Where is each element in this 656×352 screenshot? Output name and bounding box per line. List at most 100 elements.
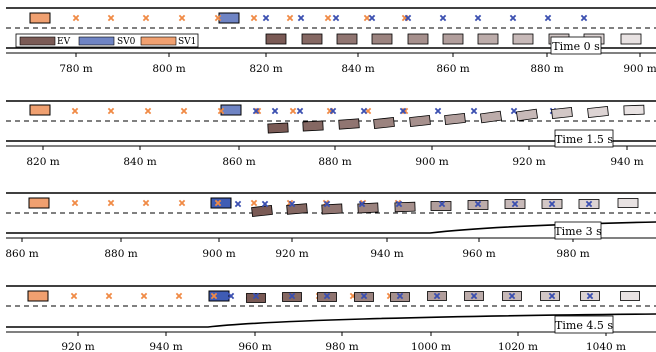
sv0-marker bbox=[439, 14, 447, 22]
ev-box bbox=[512, 33, 534, 45]
sv0-predicted-positions bbox=[227, 292, 594, 300]
sv0-marker bbox=[271, 107, 279, 115]
sv0-marker bbox=[395, 200, 403, 208]
sv0-marker bbox=[404, 14, 412, 22]
ev-box bbox=[407, 33, 429, 45]
sv0-vehicle bbox=[218, 12, 240, 24]
sv1-marker bbox=[214, 14, 222, 22]
ev-box bbox=[321, 203, 343, 215]
sv1-marker bbox=[210, 292, 218, 300]
ev-box bbox=[336, 33, 358, 45]
ev-trajectory bbox=[251, 198, 639, 217]
sv0-marker bbox=[227, 292, 235, 300]
panel-time-4-5: 920 m 940 m 960 m 980 m 1000 m 1020 m 10… bbox=[6, 285, 656, 352]
sv1-vehicle bbox=[29, 12, 51, 24]
sv0-marker bbox=[474, 14, 482, 22]
sv0-marker bbox=[262, 14, 270, 22]
time-label: Time 4.5 s bbox=[555, 319, 613, 332]
sv1-predicted-positions bbox=[72, 14, 409, 22]
ev-box bbox=[551, 107, 573, 119]
x-tick-label: 980 m bbox=[325, 341, 358, 352]
legend: EV SV0 SV1 bbox=[15, 33, 199, 48]
sv1-marker bbox=[401, 107, 409, 115]
ev-box bbox=[623, 104, 645, 116]
panel-time-0: 780 m 800 m 820 m 840 m 860 m 880 m 900 … bbox=[6, 7, 656, 75]
sv1-vehicle bbox=[28, 197, 50, 209]
x-tick-label: 900 m bbox=[202, 248, 235, 260]
sv0-marker bbox=[544, 14, 552, 22]
sv0-marker bbox=[510, 107, 518, 115]
x-tick-label: 980 m bbox=[556, 248, 589, 260]
sv0-marker bbox=[323, 292, 331, 300]
road-bottom-edge bbox=[6, 221, 656, 234]
sv1-marker bbox=[72, 14, 80, 22]
x-tick-label: 880 m bbox=[104, 248, 137, 260]
sv1-marker bbox=[250, 14, 258, 22]
sv0-marker bbox=[368, 14, 376, 22]
x-ticks bbox=[75, 53, 641, 57]
sv0-marker bbox=[234, 200, 242, 208]
sv0-vehicle bbox=[220, 104, 242, 116]
x-tick-label: 780 m bbox=[59, 63, 92, 75]
x-tick-label: 920 m bbox=[275, 248, 308, 260]
sv1-marker bbox=[289, 107, 297, 115]
x-tick-label: 860 m bbox=[222, 156, 255, 168]
sv1-marker bbox=[217, 107, 225, 115]
x-tick-label: 880 m bbox=[530, 63, 563, 75]
sv0-marker bbox=[323, 200, 331, 208]
ev-box bbox=[442, 33, 464, 45]
sv1-marker bbox=[175, 292, 183, 300]
sv1-marker bbox=[286, 14, 294, 22]
sv0-predicted-positions bbox=[234, 200, 593, 208]
sv0-marker bbox=[297, 14, 305, 22]
sv1-marker bbox=[105, 292, 113, 300]
sv1-marker bbox=[142, 199, 150, 207]
sv1-marker bbox=[214, 199, 222, 207]
sv1-marker bbox=[178, 199, 186, 207]
sv0-marker bbox=[288, 200, 296, 208]
x-tick-label: 940 m bbox=[370, 248, 403, 260]
time-label: Time 1.5 s bbox=[555, 133, 613, 146]
panel-time-1-5: 820 m 840 m 860 m 880 m 900 m 920 m 940 … bbox=[6, 100, 656, 168]
time-label: Time 3 s bbox=[554, 225, 602, 238]
sv0-marker bbox=[511, 200, 519, 208]
ev-box bbox=[302, 120, 324, 132]
sv1-marker bbox=[71, 107, 79, 115]
sv0-marker bbox=[360, 107, 368, 115]
ev-box bbox=[251, 205, 273, 217]
x-tick-label: 940 m bbox=[610, 156, 643, 168]
x-tick-label: 840 m bbox=[123, 156, 156, 168]
sv1-marker bbox=[144, 107, 152, 115]
panel-time-3: 860 m 880 m 900 m 920 m 940 m 960 m 980 … bbox=[5, 192, 656, 260]
legend-sv1-swatch bbox=[140, 36, 177, 46]
x-tick-label: 800 m bbox=[152, 63, 185, 75]
ev-box bbox=[480, 110, 502, 124]
ev-box bbox=[286, 203, 308, 215]
x-tick-label: 920 m bbox=[61, 341, 94, 352]
sv1-predicted-positions bbox=[71, 107, 409, 115]
legend-sv1-label: SV1 bbox=[178, 37, 196, 47]
sv0-marker bbox=[509, 14, 517, 22]
ev-box bbox=[477, 33, 499, 45]
sv0-predicted-positions bbox=[262, 14, 588, 22]
sv0-marker bbox=[474, 200, 482, 208]
ev-box bbox=[371, 33, 393, 45]
sv0-marker bbox=[252, 292, 260, 300]
sv0-marker bbox=[296, 107, 304, 115]
x-tick-label: 920 m bbox=[512, 156, 545, 168]
legend-ev-label: EV bbox=[57, 37, 71, 47]
sv0-marker bbox=[470, 292, 478, 300]
sv1-marker bbox=[107, 14, 115, 22]
time-label: Time 0 s bbox=[552, 40, 600, 53]
x-tick-label: 900 m bbox=[623, 63, 656, 75]
sv1-marker bbox=[324, 14, 332, 22]
sv1-marker bbox=[107, 199, 115, 207]
sv0-marker bbox=[399, 107, 407, 115]
x-tick-label: 900 m bbox=[415, 156, 448, 168]
x-ticks bbox=[21, 238, 574, 242]
x-tick-label: 960 m bbox=[238, 341, 271, 352]
sv1-marker bbox=[178, 14, 186, 22]
sv0-marker bbox=[288, 292, 296, 300]
x-tick-label: 840 m bbox=[341, 63, 374, 75]
